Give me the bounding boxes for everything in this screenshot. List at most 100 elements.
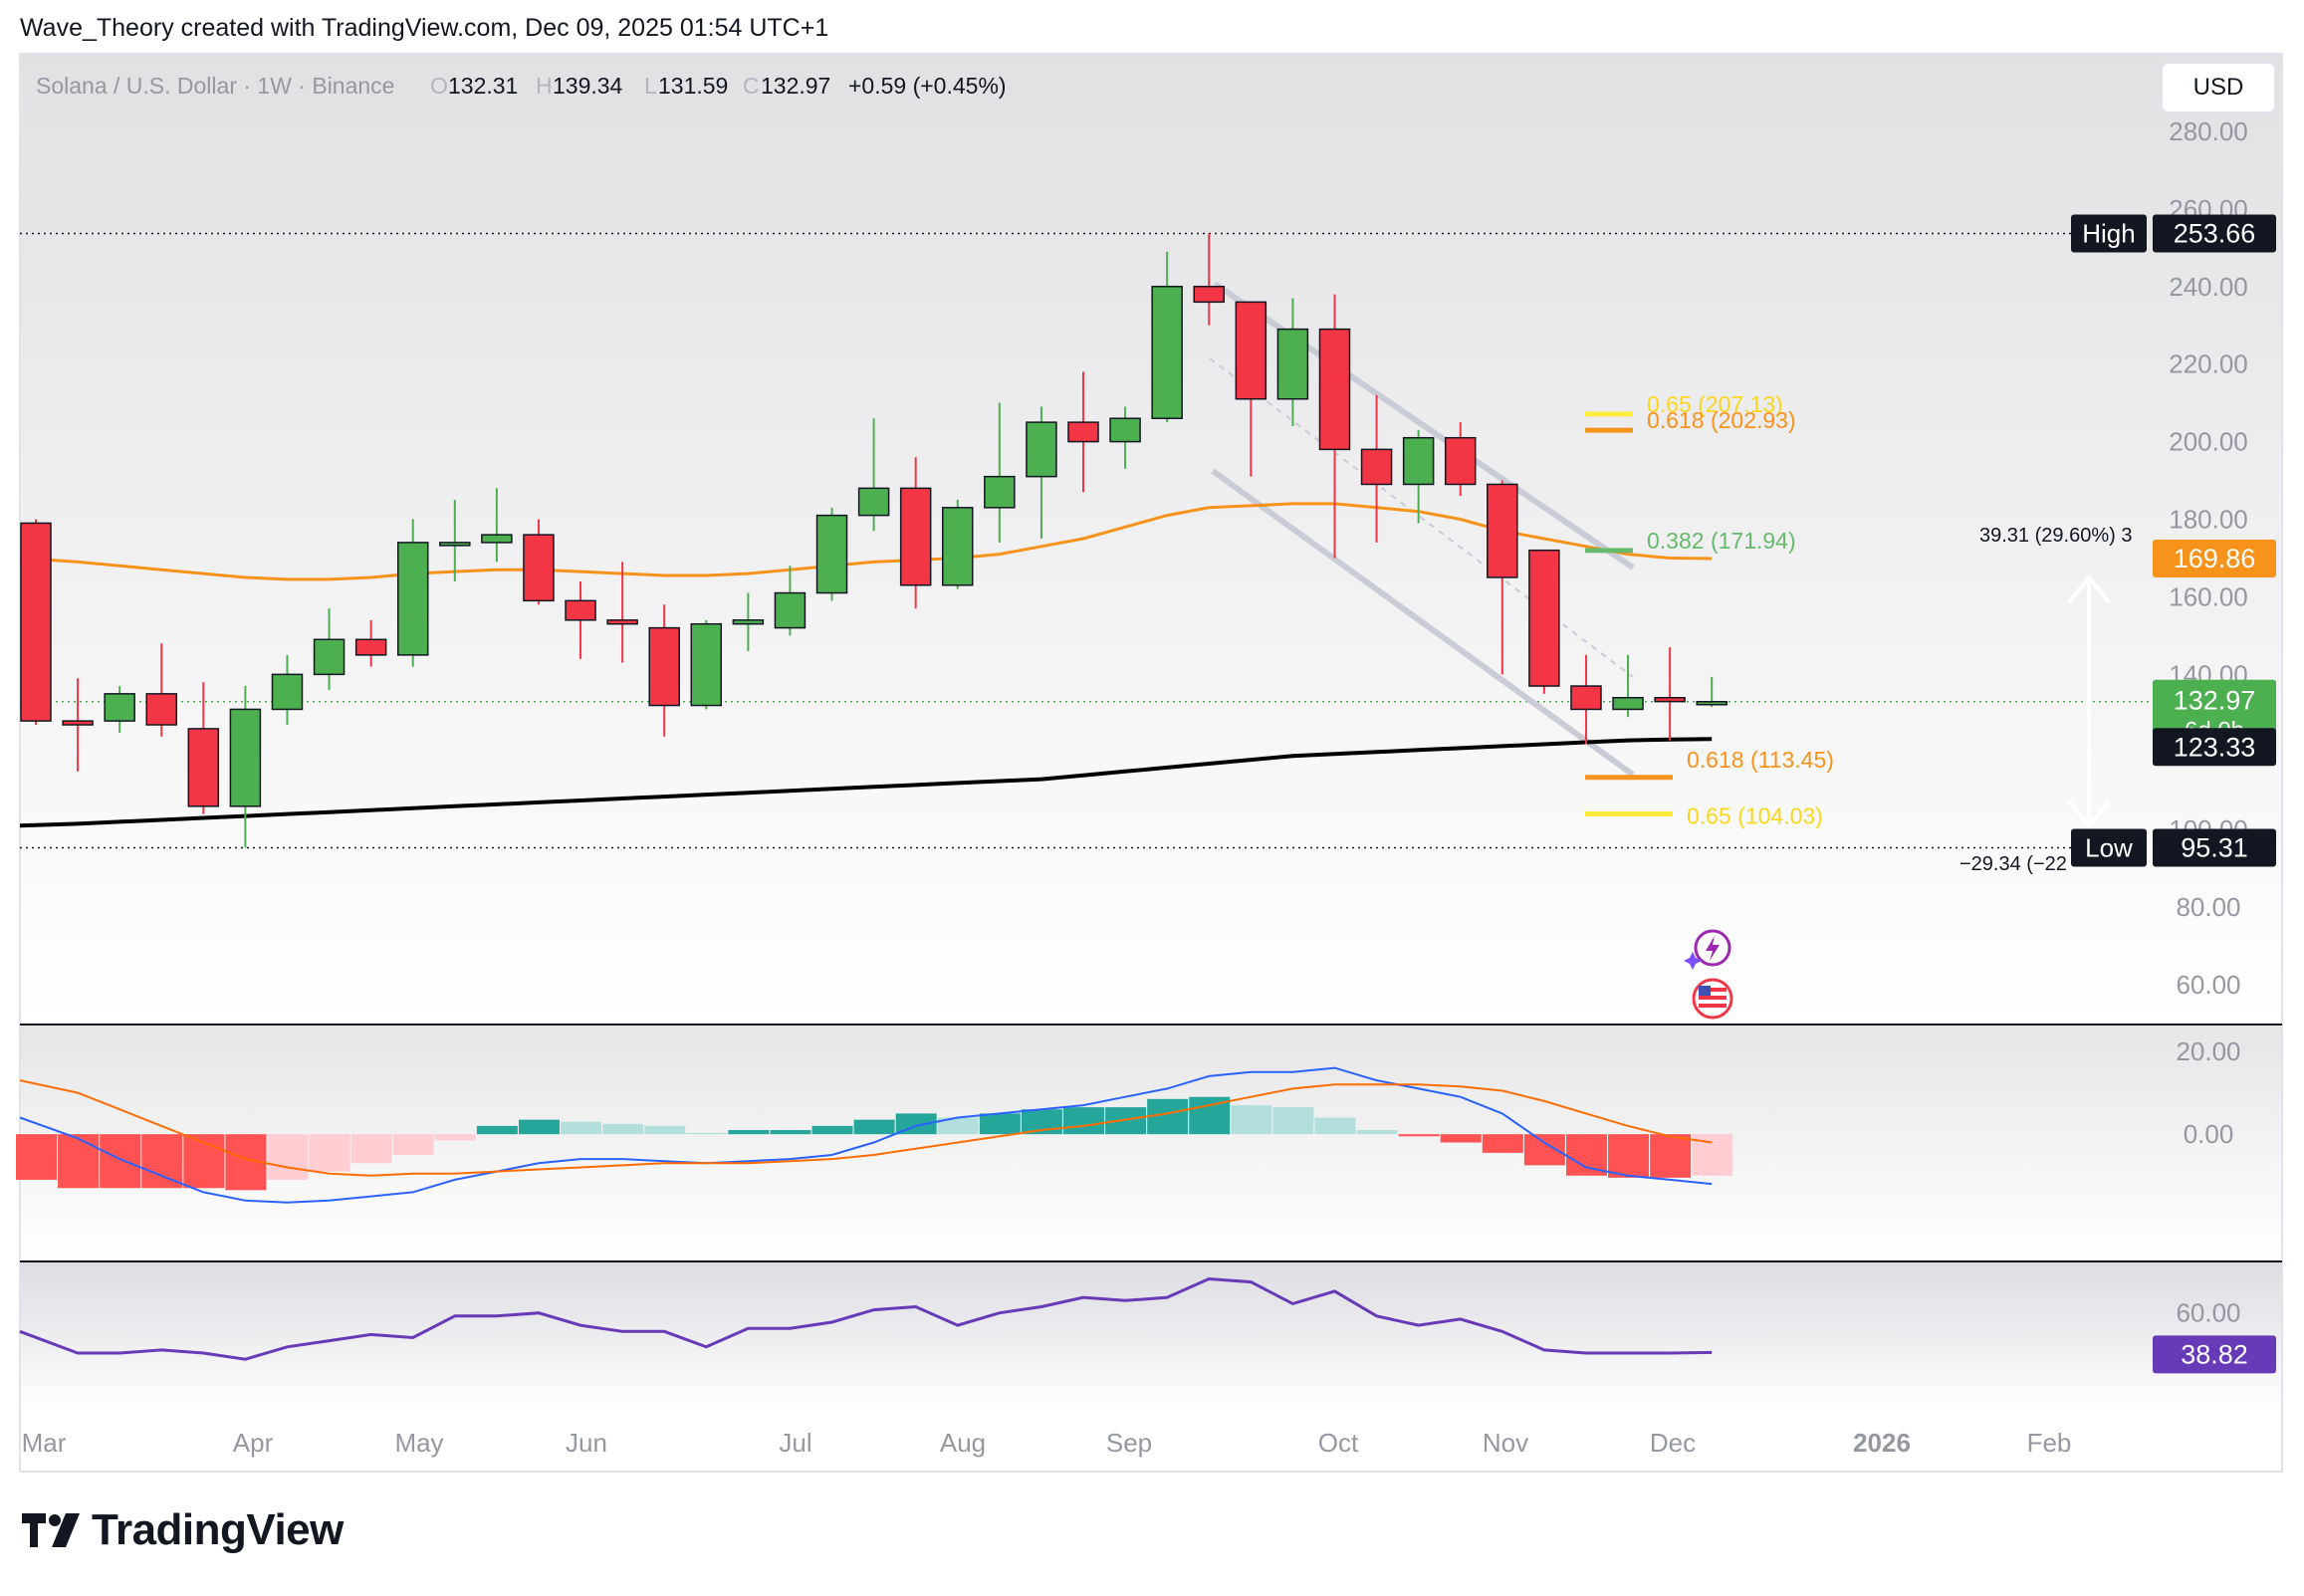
macd-histogram-bar	[309, 1134, 350, 1172]
time-tick-label: Feb	[2027, 1428, 2072, 1458]
macd-histogram-bar	[853, 1119, 895, 1135]
candle	[439, 500, 471, 581]
candle	[690, 619, 723, 710]
candle-body	[942, 507, 974, 586]
macd-histogram-bar	[267, 1134, 309, 1180]
candle-body	[1487, 483, 1518, 578]
macd-histogram-bar	[728, 1130, 770, 1135]
tradingview-logo[interactable]: TradingView	[22, 1505, 344, 1555]
low-value: 131.59	[658, 73, 728, 99]
candle-body	[1444, 436, 1477, 486]
candle	[899, 457, 932, 609]
high-label-tag: High	[2082, 219, 2135, 249]
candle-body	[857, 487, 890, 517]
low-price-tag-bg	[2153, 828, 2276, 867]
low-price-tag: 95.31	[2181, 832, 2248, 862]
candle	[1026, 406, 1057, 539]
candle-body	[313, 638, 346, 676]
macd-histogram-bar	[602, 1123, 644, 1135]
candle-body	[439, 542, 471, 547]
macd-line	[19, 1066, 1713, 1204]
candle	[565, 580, 596, 659]
candle-body	[229, 708, 262, 807]
candle-body	[1193, 286, 1225, 304]
high-label-tag-bg	[2071, 214, 2147, 253]
macd-histogram-bar	[1565, 1134, 1607, 1176]
ema-50-tag-bg	[2153, 540, 2276, 578]
candle-body	[1276, 328, 1309, 400]
candle-body	[606, 619, 638, 625]
candle-body	[1109, 417, 1141, 443]
macd-histogram-bar	[392, 1134, 434, 1155]
candle-body	[984, 475, 1016, 509]
time-tick-label: Mar	[22, 1428, 67, 1458]
macd-histogram-bar	[937, 1117, 979, 1135]
fib-level-label: 0.618 (202.93)	[1647, 407, 1796, 433]
currency-button[interactable]: USD	[2161, 62, 2276, 114]
macd-histogram-bar	[476, 1125, 518, 1135]
candle	[1487, 480, 1518, 675]
macd-histogram-bar	[1105, 1107, 1147, 1135]
candle-body	[271, 673, 304, 711]
time-axis[interactable]: Mar Apr May Jun Jul Aug Sep Oct Nov Dec 2026 Feb	[22, 1428, 2072, 1458]
last-price-tag: 132.97	[2174, 686, 2256, 716]
fib-level-label: 0.618 (113.45)	[1687, 747, 1834, 773]
macd-histogram-bar	[1650, 1134, 1692, 1178]
macd-histogram-bar	[1608, 1134, 1650, 1178]
candle	[271, 654, 304, 726]
rsi-value-tag-bg	[2153, 1335, 2276, 1374]
time-tick-label: Jun	[566, 1428, 607, 1458]
candle	[857, 418, 890, 532]
candle-body	[187, 728, 220, 807]
candle	[313, 608, 346, 690]
candle-body	[690, 622, 723, 707]
candle-body	[1402, 436, 1435, 486]
main-pane-bg	[20, 54, 2282, 1024]
candle	[1276, 298, 1309, 427]
time-tick-label: 2026	[1853, 1428, 1911, 1458]
candle-body	[1151, 286, 1183, 419]
candle	[20, 519, 52, 726]
price-pane[interactable]: 60.0080.00100.00120.00140.00160.00180.00…	[19, 116, 2248, 1000]
candle	[104, 686, 135, 733]
time-tick-label: May	[394, 1428, 443, 1458]
macd-tick-label: 20.00	[2176, 1036, 2240, 1066]
ema-50-tag: 169.86	[2174, 544, 2256, 573]
time-tick-label: Sep	[1106, 1428, 1152, 1458]
macd-histogram-bar	[1063, 1107, 1104, 1135]
candle-body	[1528, 549, 1560, 687]
candle-body	[732, 619, 765, 625]
fib-level-label: 0.382 (171.94)	[1647, 528, 1796, 554]
macd-tick-label: 0.00	[2184, 1119, 2234, 1149]
candle-body	[396, 542, 429, 656]
high-price-tag-bg	[2153, 214, 2276, 253]
candle-body	[1612, 696, 1644, 711]
price-tick-label: 80.00	[2176, 892, 2240, 922]
macd-signal-line	[19, 1079, 1713, 1177]
author-line: Wave_Theory created with TradingView.com…	[20, 14, 829, 42]
channel-mid-line	[1209, 357, 1634, 678]
tradingview-brand: TradingView	[92, 1505, 344, 1554]
fib-level-label: 0.65 (207.13)	[1647, 391, 1783, 417]
high-price-tag: 253.66	[2174, 219, 2256, 249]
lightning-event-icon[interactable]	[1684, 929, 1731, 970]
rsi-pane[interactable]: 60.00 38.82	[19, 1276, 2276, 1374]
us-flag-event-icon[interactable]	[1692, 978, 1733, 1020]
candle-body	[1570, 685, 1602, 711]
macd-histogram-bar	[1231, 1105, 1272, 1135]
macd-histogram-bar	[1356, 1130, 1398, 1135]
macd-pane[interactable]: 0.00 20.00	[16, 1036, 2241, 1204]
low-label: L	[644, 73, 657, 99]
macd-histogram-bar	[141, 1134, 183, 1189]
time-tick-label: Aug	[940, 1428, 986, 1458]
candle	[648, 604, 680, 737]
macd-histogram-bar	[770, 1130, 811, 1135]
price-tick-label: 240.00	[2169, 272, 2248, 302]
candle	[1193, 233, 1225, 326]
price-tick-label: 200.00	[2169, 427, 2248, 457]
ema-200-line	[19, 737, 1713, 828]
open-label: O	[430, 73, 448, 99]
candle-body	[774, 591, 806, 629]
